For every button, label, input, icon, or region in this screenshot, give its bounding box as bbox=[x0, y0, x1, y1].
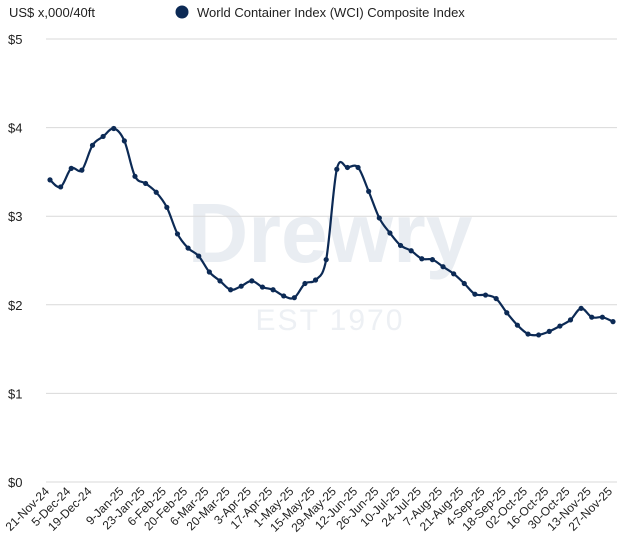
data-point bbox=[143, 180, 149, 187]
data-point bbox=[100, 133, 106, 140]
data-point bbox=[344, 164, 351, 171]
data-point bbox=[429, 257, 436, 263]
legend-label: World Container Index (WCI) Composite In… bbox=[197, 5, 465, 20]
y-tick-label: $5 bbox=[8, 32, 22, 47]
legend-marker bbox=[175, 5, 189, 19]
data-point bbox=[132, 173, 138, 179]
data-point bbox=[291, 295, 297, 301]
y-tick-label: $4 bbox=[8, 121, 22, 136]
data-point bbox=[334, 166, 340, 172]
data-point bbox=[153, 189, 159, 195]
data-point bbox=[259, 284, 266, 290]
data-point bbox=[472, 291, 478, 297]
data-point bbox=[557, 323, 563, 329]
data-point bbox=[599, 314, 605, 320]
data-point bbox=[121, 138, 127, 144]
x-axis-ticks: 21-Nov-245-Dec-2419-Dec-249-Jan-2523-Jan… bbox=[3, 484, 616, 535]
data-point bbox=[578, 305, 584, 311]
data-point bbox=[525, 331, 531, 337]
data-point bbox=[546, 328, 552, 334]
data-point bbox=[514, 322, 520, 328]
data-point bbox=[387, 230, 393, 236]
data-point bbox=[504, 310, 510, 316]
data-point bbox=[111, 125, 117, 132]
y-axis-label: US$ x,000/40ft bbox=[9, 5, 95, 20]
data-point bbox=[493, 295, 499, 302]
data-point bbox=[238, 283, 244, 289]
data-point bbox=[206, 269, 212, 275]
series-layer bbox=[47, 125, 616, 338]
data-point bbox=[174, 231, 181, 237]
data-point bbox=[451, 271, 457, 277]
legend: World Container Index (WCI) Composite In… bbox=[175, 5, 465, 20]
data-point bbox=[482, 292, 489, 298]
y-axis-ticks: $0 $1 $2 $3 $4 $5 bbox=[8, 32, 22, 490]
data-point bbox=[47, 177, 53, 183]
data-point bbox=[312, 277, 319, 283]
data-point bbox=[461, 280, 467, 287]
data-point bbox=[164, 204, 170, 210]
y-tick-label: $2 bbox=[8, 298, 22, 313]
data-point bbox=[323, 257, 329, 263]
data-point bbox=[397, 242, 404, 249]
drewry-watermark: Drewry EST 1970 bbox=[188, 186, 473, 337]
watermark-tagline: EST 1970 bbox=[256, 304, 405, 337]
data-point bbox=[355, 164, 361, 171]
data-point bbox=[281, 293, 287, 299]
data-point bbox=[89, 142, 96, 148]
data-point bbox=[536, 332, 542, 338]
y-tick-label: $1 bbox=[8, 386, 22, 401]
data-point bbox=[58, 184, 64, 190]
y-tick-label: $3 bbox=[8, 209, 22, 224]
data-point bbox=[227, 287, 234, 293]
y-tick-label: $0 bbox=[8, 475, 22, 490]
data-point bbox=[302, 280, 308, 287]
data-point bbox=[217, 278, 223, 284]
data-point bbox=[567, 317, 574, 323]
data-point bbox=[79, 167, 85, 173]
data-point bbox=[610, 319, 616, 325]
data-point bbox=[376, 215, 382, 221]
data-point bbox=[185, 245, 191, 251]
data-point bbox=[419, 256, 425, 262]
data-point bbox=[249, 278, 255, 284]
data-point bbox=[68, 165, 74, 171]
data-point bbox=[366, 188, 372, 194]
data-point bbox=[589, 314, 595, 320]
data-point bbox=[196, 253, 202, 259]
data-point bbox=[440, 264, 446, 270]
data-point bbox=[270, 287, 276, 293]
data-point bbox=[408, 248, 414, 254]
